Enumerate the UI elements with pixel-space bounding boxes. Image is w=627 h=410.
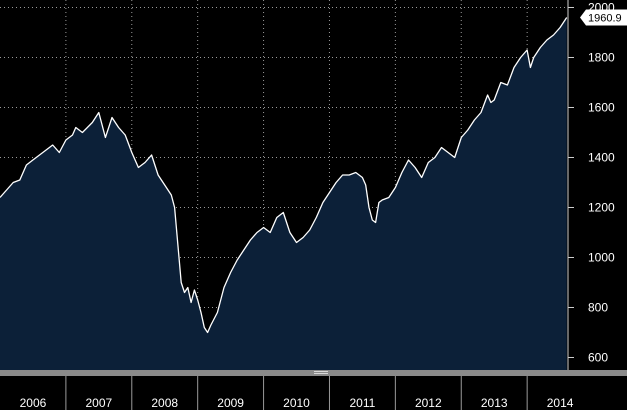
- x-axis: 2006 2007 2008 2009 2010 2011 2012 2013 2014: [20, 376, 574, 410]
- x-tick-label: 2007: [85, 396, 112, 410]
- last-value-label: 1960.9: [588, 13, 622, 25]
- y-tick-label: 1400: [588, 151, 615, 165]
- x-tick-label: 2014: [547, 396, 574, 410]
- x-tick-label: 2011: [350, 396, 376, 410]
- price-line: [0, 17, 568, 334]
- y-tick-label: 1200: [588, 201, 615, 215]
- x-tick-label: 2013: [481, 396, 508, 410]
- x-tick-label: 2010: [283, 396, 310, 410]
- last-value-box: [580, 9, 627, 26]
- y-tick-label: 800: [588, 301, 608, 315]
- last-value-marker: 1960.9: [580, 9, 627, 26]
- y-tick-label: 1000: [588, 251, 615, 265]
- x-tick-label: 2012: [415, 396, 442, 410]
- y-tick-label: 1600: [588, 101, 615, 115]
- y-tick-label: 1800: [588, 51, 615, 65]
- price-area-fill: [0, 17, 567, 370]
- x-tick-label: 2008: [151, 396, 178, 410]
- time-scrollbar[interactable]: [0, 370, 627, 376]
- scrollbar-grip-icon[interactable]: [314, 371, 328, 374]
- x-tick-label: 2006: [20, 396, 47, 410]
- x-tick-label: 2009: [217, 396, 244, 410]
- y-tick-label: 600: [588, 351, 608, 365]
